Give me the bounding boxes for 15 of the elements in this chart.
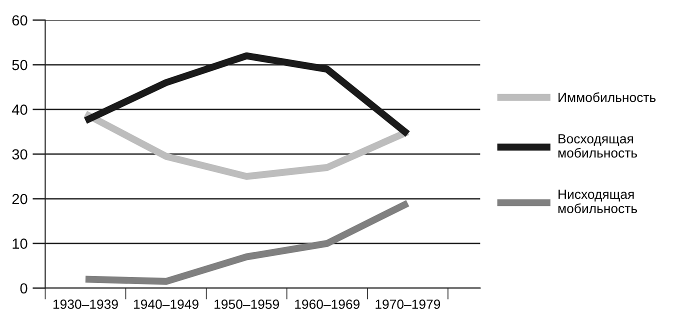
y-tick-label: 60 [12, 15, 28, 26]
legend-label: Иммобильность [558, 92, 656, 102]
y-tick-label: 30 [12, 149, 28, 160]
x-tick-label: 1950–1959 [214, 300, 279, 309]
x-tick-label: 1970–1979 [376, 300, 440, 309]
x-tick-label: 1930–1939 [53, 300, 118, 309]
y-tick-label: 0 [20, 283, 28, 294]
y-tick-label: 50 [12, 60, 28, 70]
legend-label: Восходящая мобильность [558, 134, 638, 158]
legend-label: Нисходящая мобильность [558, 190, 638, 214]
y-tick-label: 20 [12, 194, 28, 204]
y-tick-label: 40 [12, 104, 28, 115]
y-tick-label: 10 [12, 238, 28, 249]
x-tick-label: 1940–1949 [134, 300, 198, 309]
x-tick-label: 1960–1969 [295, 300, 360, 309]
